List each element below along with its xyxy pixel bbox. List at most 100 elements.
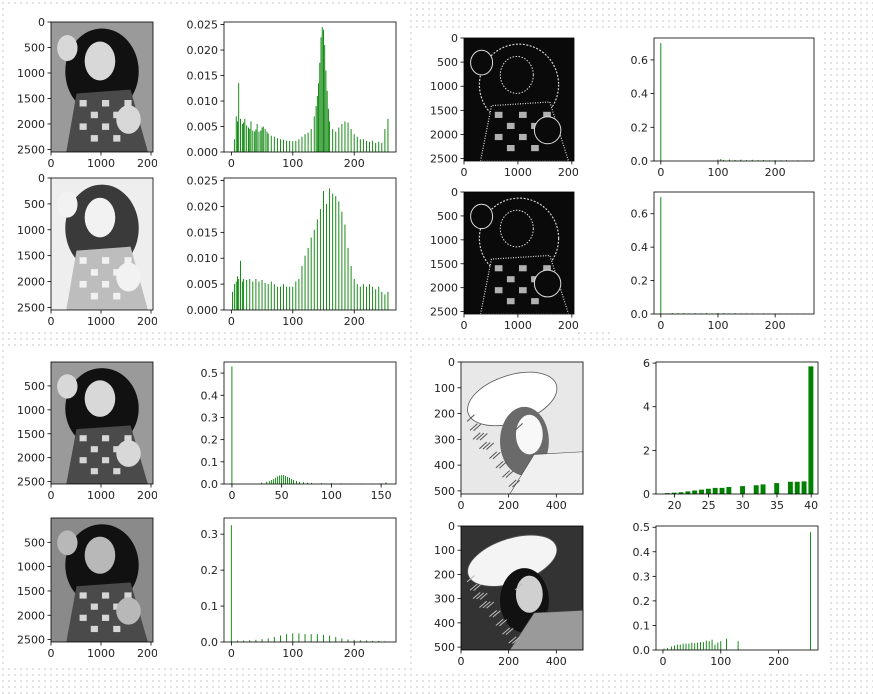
x-tick-label: 20	[667, 499, 681, 512]
y-tick-label: 400	[434, 459, 455, 472]
x-tick-label: 1000	[87, 315, 115, 328]
histogram-bar	[677, 313, 679, 314]
feather-stroke	[505, 470, 514, 479]
histogram-bar	[326, 90, 328, 152]
histogram-bar	[310, 482, 312, 484]
histogram-bar	[241, 123, 243, 152]
feather-stroke	[486, 442, 495, 450]
y-tick-label: 2500	[17, 301, 45, 314]
histogram-bar	[286, 286, 288, 310]
histogram-bar	[347, 247, 349, 310]
histogram-bar	[375, 289, 377, 310]
x-tick-label: 200	[344, 157, 365, 170]
histogram-bar	[359, 640, 361, 642]
histogram-bar	[702, 642, 704, 650]
face-shape	[84, 197, 116, 238]
feather-stroke	[469, 583, 478, 591]
left-hand-shape	[57, 191, 78, 218]
histogram-bar	[794, 481, 800, 494]
dress-pattern	[102, 457, 110, 464]
dress-pattern	[90, 292, 98, 300]
histogram-bar	[663, 648, 665, 650]
histogram-bar	[298, 139, 300, 152]
right-hand-shape	[116, 105, 141, 134]
x-tick-label: 1000	[504, 166, 532, 179]
x-tick-label: 1000	[87, 647, 115, 660]
y-tick-label: 200	[434, 568, 455, 581]
histogram-bar	[301, 136, 303, 152]
feather-stroke	[489, 610, 498, 618]
histogram-bar	[289, 286, 291, 310]
y-tick-label: 4	[643, 401, 650, 414]
histogram-bar	[276, 286, 278, 310]
y-tick-label: 500	[24, 380, 45, 393]
feather-stroke	[486, 601, 495, 609]
dress-pattern	[102, 435, 110, 442]
histogram-bar	[720, 641, 722, 650]
histogram-bar	[697, 642, 699, 650]
image-axes: 0 1000 2000 0 500 1000 1500 2000 2500	[430, 186, 578, 332]
feather-stroke	[472, 592, 481, 600]
y-tick-label: 0.6	[631, 208, 649, 221]
histogram-axes: 20 25 30 35 40 0 2 4 6	[643, 357, 819, 512]
right-hand-shape	[116, 262, 141, 292]
image-content	[461, 362, 584, 495]
y-tick-label: 1500	[17, 428, 45, 441]
histogram-bar	[378, 640, 380, 642]
y-tick-label: 100	[434, 382, 455, 395]
histogram-bar	[705, 488, 711, 494]
edge-image-subplot-2: 0 1000 2000 0 500 1000 1500 2000 2500	[418, 184, 578, 336]
face-shape	[84, 380, 116, 417]
histogram-bar	[237, 640, 238, 642]
histogram-bar	[255, 639, 257, 642]
dress-pattern	[79, 614, 87, 621]
dress-pattern	[531, 298, 539, 305]
y-tick-label: 0	[448, 520, 455, 533]
histogram-bar	[720, 158, 722, 161]
y-tick-label: 0.1	[633, 619, 651, 632]
y-tick-label: 0.4	[633, 546, 651, 559]
axes-frame	[653, 37, 815, 162]
dress-pattern	[79, 592, 87, 599]
feather-stroke	[505, 628, 514, 636]
x-tick-label: 0	[228, 647, 235, 660]
axes-frame	[50, 21, 154, 153]
y-tick-label: 0.025	[187, 175, 219, 188]
histogram-bar	[299, 481, 300, 484]
dress-pattern	[113, 111, 121, 119]
histogram-bar	[280, 286, 281, 310]
y-tick-label: 1000	[430, 234, 458, 247]
histogram-bar	[307, 482, 308, 484]
x-tick-label: 100	[321, 489, 342, 502]
x-tick-label: 0	[461, 319, 468, 332]
histogram-bar	[266, 481, 268, 484]
dress-pattern	[124, 257, 132, 264]
dress-pattern	[102, 280, 110, 288]
histogram-bar	[711, 639, 713, 650]
histogram-bar	[699, 489, 704, 494]
histogram-subplot-3: 0 50 100 150 0.0 0.1 0.2 0.3 0.4 0.5	[180, 354, 402, 506]
image-content	[51, 518, 153, 642]
histogram-bar	[250, 121, 252, 152]
histogram-bar	[757, 160, 759, 161]
histogram-bar	[774, 160, 776, 161]
feather-stroke	[499, 461, 508, 469]
histogram-bar	[671, 492, 677, 494]
right-hand-shape	[116, 597, 141, 625]
histogram-bar	[249, 129, 251, 152]
y-tick-label: 0.0	[631, 155, 649, 168]
histogram-bar	[252, 281, 254, 310]
x-tick-label: 25	[702, 499, 716, 512]
histogram-bar	[321, 27, 323, 153]
histogram-bar	[232, 291, 233, 310]
y-tick-label: 0.020	[187, 44, 219, 57]
x-tick-label: 30	[736, 499, 750, 512]
histogram-bar	[258, 281, 260, 310]
feather-stroke	[502, 470, 511, 478]
x-tick-label: 0	[48, 647, 55, 660]
histogram-bar	[298, 633, 300, 642]
y-tick-label: 0	[451, 32, 458, 45]
x-tick-label: 1000	[87, 489, 115, 502]
axes-frame	[223, 517, 397, 643]
dress-pattern	[494, 265, 503, 272]
